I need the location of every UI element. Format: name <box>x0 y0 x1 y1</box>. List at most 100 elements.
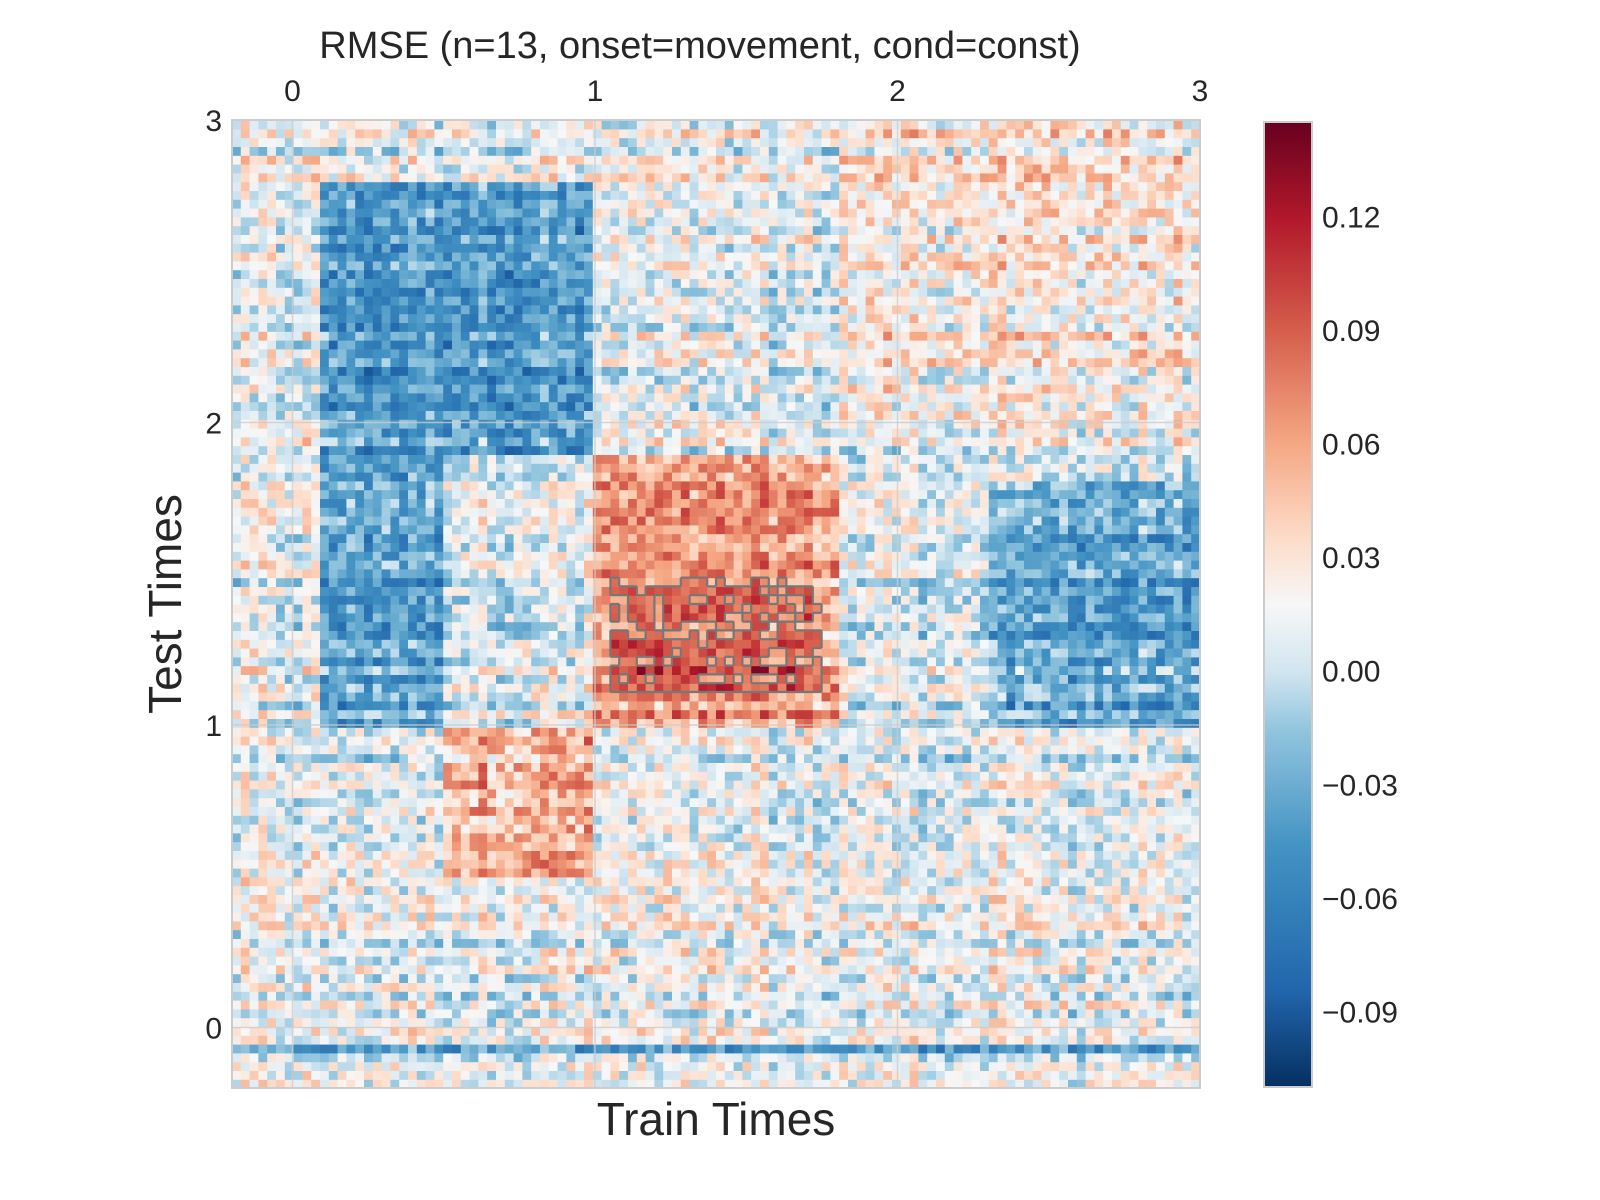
heatmap-cell <box>663 850 672 859</box>
heatmap-cell <box>575 850 584 859</box>
heatmap-cell <box>443 683 452 692</box>
heatmap-cell <box>839 727 848 736</box>
heatmap-cell <box>778 938 787 947</box>
heatmap-cell <box>338 982 347 991</box>
heatmap-cell <box>936 754 945 763</box>
heatmap-cell <box>795 806 804 815</box>
heatmap-cell <box>901 1070 910 1079</box>
heatmap-cell <box>813 991 822 1000</box>
heatmap-cell <box>241 1035 250 1044</box>
heatmap-cell <box>417 701 426 710</box>
heatmap-cell <box>742 789 751 798</box>
heatmap-cell <box>250 754 259 763</box>
heatmap-cell <box>320 868 329 877</box>
heatmap-cell <box>470 1044 479 1053</box>
heatmap-cell <box>549 736 558 745</box>
heatmap-cell <box>452 1062 461 1071</box>
heatmap-cell <box>1174 974 1183 983</box>
heatmap-cell <box>294 842 303 851</box>
heatmap-cell <box>971 780 980 789</box>
heatmap-cell <box>302 727 311 736</box>
heatmap-cell <box>716 1053 725 1062</box>
heatmap-cell <box>267 842 276 851</box>
heatmap-cell <box>839 1070 848 1079</box>
heatmap-cell <box>1024 692 1033 701</box>
heatmap-cell <box>1112 780 1121 789</box>
heatmap-cell <box>883 982 892 991</box>
heatmap-cell <box>804 771 813 780</box>
heatmap-cell <box>1059 789 1068 798</box>
heatmap-cell <box>1182 1035 1191 1044</box>
heatmap-cell <box>742 965 751 974</box>
heatmap-cell <box>258 745 267 754</box>
heatmap-cell <box>883 806 892 815</box>
heatmap-cell <box>540 877 549 886</box>
heatmap-cell <box>716 701 725 710</box>
heatmap-cell <box>1077 780 1086 789</box>
heatmap-cell <box>426 798 435 807</box>
heatmap-cell <box>619 886 628 895</box>
heatmap-cell <box>690 806 699 815</box>
heatmap-cell <box>857 956 866 965</box>
heatmap-cell <box>839 859 848 868</box>
heatmap-cell <box>1086 1035 1095 1044</box>
heatmap-cell <box>848 1018 857 1027</box>
heatmap-cell <box>698 718 707 727</box>
heatmap-cell <box>839 956 848 965</box>
heatmap-cell <box>1112 692 1121 701</box>
heatmap-cell <box>910 1062 919 1071</box>
heatmap-cell <box>637 1018 646 1027</box>
heatmap-cell <box>962 877 971 886</box>
heatmap-cell <box>637 1044 646 1053</box>
heatmap-cell <box>637 806 646 815</box>
heatmap-cell <box>778 921 787 930</box>
heatmap-cell <box>786 912 795 921</box>
heatmap-cell <box>470 894 479 903</box>
heatmap-cell <box>602 903 611 912</box>
heatmap-cell <box>329 1018 338 1027</box>
heatmap-cell <box>241 956 250 965</box>
heatmap-cell <box>522 736 531 745</box>
heatmap-cell <box>927 1009 936 1018</box>
heatmap-cell <box>945 710 954 719</box>
heatmap-cell <box>1165 859 1174 868</box>
heatmap-cell <box>927 789 936 798</box>
heatmap-cell <box>329 982 338 991</box>
heatmap-cell <box>294 1062 303 1071</box>
heatmap-cell <box>751 1018 760 1027</box>
heatmap-cell <box>1015 877 1024 886</box>
heatmap-cell <box>778 718 787 727</box>
heatmap-cell <box>839 974 848 983</box>
heatmap-cell <box>355 903 364 912</box>
heatmap-cell <box>1068 850 1077 859</box>
heatmap-cell <box>901 1044 910 1053</box>
heatmap-cell <box>857 1062 866 1071</box>
heatmap-cell <box>434 930 443 939</box>
heatmap-cell <box>452 877 461 886</box>
heatmap-cell <box>593 1062 602 1071</box>
heatmap-cell <box>681 833 690 842</box>
heatmap-cell <box>672 859 681 868</box>
heatmap-cell <box>1094 780 1103 789</box>
heatmap-cell <box>1182 886 1191 895</box>
heatmap-cell <box>426 974 435 983</box>
heatmap-cell <box>1165 718 1174 727</box>
heatmap-cell <box>1059 754 1068 763</box>
heatmap-cell <box>408 1035 417 1044</box>
heatmap-cell <box>742 754 751 763</box>
heatmap-cell <box>461 877 470 886</box>
heatmap-cell <box>1182 833 1191 842</box>
heatmap-cell <box>461 965 470 974</box>
heatmap-cell <box>927 745 936 754</box>
heatmap-cell <box>707 727 716 736</box>
heatmap-cell <box>232 789 241 798</box>
heatmap-cell <box>1015 868 1024 877</box>
heatmap-cell <box>338 806 347 815</box>
heatmap-cell <box>461 789 470 798</box>
heatmap-cell <box>1015 771 1024 780</box>
heatmap-cell <box>505 956 514 965</box>
heatmap-cell <box>276 701 285 710</box>
heatmap-cell <box>989 789 998 798</box>
heatmap-cell <box>813 859 822 868</box>
heatmap-cell <box>1050 886 1059 895</box>
